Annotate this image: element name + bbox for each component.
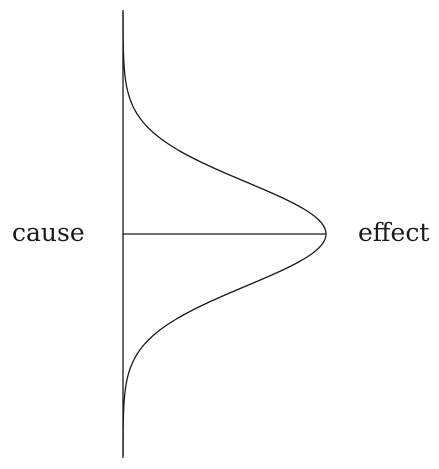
effect-label: effect	[358, 218, 430, 247]
cause-label: cause	[12, 218, 85, 247]
bell-curve	[122, 12, 327, 456]
